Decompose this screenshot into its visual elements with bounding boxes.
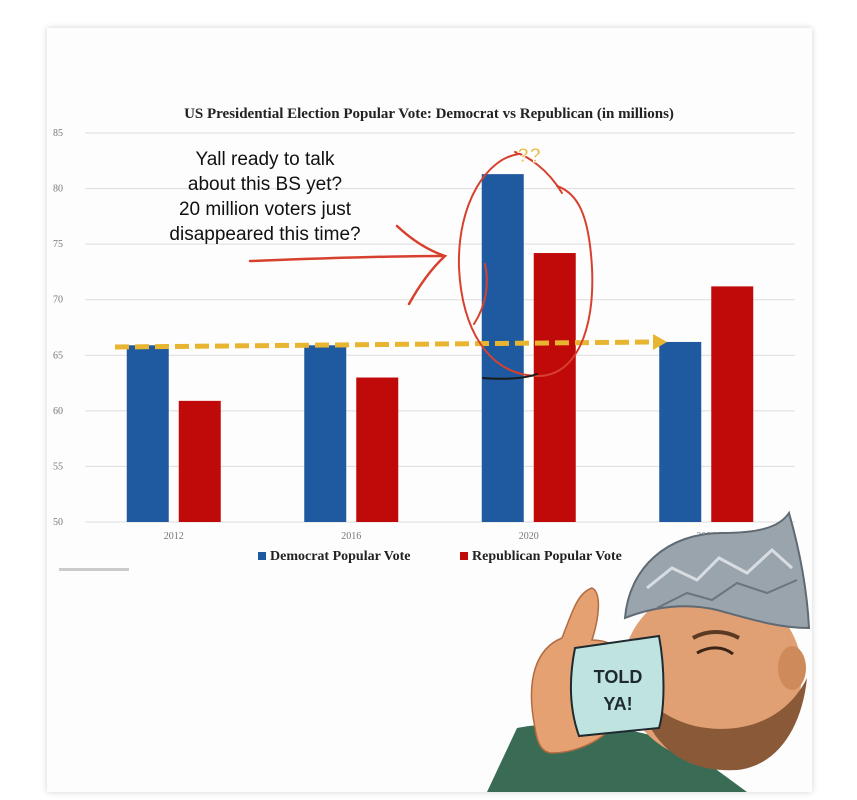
red-circle-outer xyxy=(457,153,594,378)
y-tick-80: 80 xyxy=(53,184,63,195)
y-tick-60: 60 xyxy=(53,406,63,417)
eyebrow xyxy=(692,630,740,640)
bar-republican-2016 xyxy=(356,377,399,522)
chart-title: US Presidential Election Popular Vote: D… xyxy=(184,106,674,122)
y-tick-65: 65 xyxy=(53,350,63,361)
annotation-line-1: Yall ready to talk xyxy=(195,149,335,170)
beard xyxy=(637,678,807,771)
legend-swatch-republican xyxy=(460,552,468,560)
trend-arrow-head xyxy=(653,334,667,350)
red-circle-left xyxy=(473,263,488,325)
mug-text-ya: YA! xyxy=(603,694,632,714)
red-arrow-shaft xyxy=(248,254,444,263)
annotation-line-4: disappeared this time? xyxy=(169,224,360,245)
ear xyxy=(778,646,806,690)
annotation-line-3: 20 million voters just xyxy=(179,199,352,220)
x-tick-2012: 2012 xyxy=(164,531,184,542)
legend-label-democrat: Democrat Popular Vote xyxy=(270,549,411,564)
red-arrow-head xyxy=(395,224,448,306)
bar-republican-2024 xyxy=(711,286,754,522)
bar-democrat-2012 xyxy=(126,345,169,522)
legend-swatch-democrat xyxy=(258,552,266,560)
x-tick-2016: 2016 xyxy=(341,531,361,542)
annotation-line-2: about this BS yet? xyxy=(188,174,342,195)
trend-arrow-line xyxy=(114,339,656,350)
bar-democrat-2020 xyxy=(481,174,524,522)
x-axis-labels: 2012201620202024 xyxy=(164,531,717,542)
bar-democrat-2024 xyxy=(659,341,702,522)
source-note-fragment xyxy=(59,568,129,571)
black-underline xyxy=(482,373,538,380)
question-marks: ?? xyxy=(517,145,541,167)
red-arrow xyxy=(248,224,448,306)
bar-democrat-2016 xyxy=(304,345,347,522)
eye xyxy=(696,646,734,656)
x-tick-2020: 2020 xyxy=(519,531,539,542)
y-tick-55: 55 xyxy=(53,461,63,472)
mug-text-told: TOLD xyxy=(594,667,643,687)
mug xyxy=(569,634,665,738)
tinfoil-hat-man-illustration: TOLD YA! xyxy=(487,510,811,792)
chart-card: US Presidential Election Popular Vote: D… xyxy=(47,28,812,792)
y-tick-85: 85 xyxy=(53,128,63,139)
tinfoil-highlight xyxy=(646,547,794,590)
tinfoil-hat xyxy=(623,510,811,630)
y-tick-75: 75 xyxy=(53,239,63,250)
legend-label-republican: Republican Popular Vote xyxy=(472,549,622,564)
annotation-text: Yall ready to talk about this BS yet? 20… xyxy=(169,149,360,245)
bar-republican-2020 xyxy=(533,253,576,522)
red-circle-top xyxy=(514,151,563,194)
bars xyxy=(126,174,754,522)
trend-arrow xyxy=(114,334,667,350)
bar-republican-2012 xyxy=(178,400,221,522)
red-circle-scribble xyxy=(457,151,594,380)
legend: Democrat Popular Vote Republican Popular… xyxy=(258,549,622,564)
tinfoil-crease xyxy=(656,579,798,609)
y-tick-70: 70 xyxy=(53,295,63,306)
chart-svg: US Presidential Election Popular Vote: D… xyxy=(53,106,811,792)
y-tick-50: 50 xyxy=(53,517,63,528)
y-axis-ticks: 50 55 60 65 70 75 80 85 xyxy=(53,128,63,528)
